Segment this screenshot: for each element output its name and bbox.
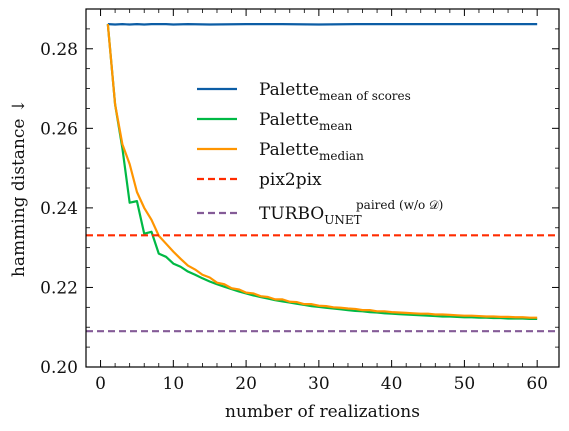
x-tick-label: 40 (381, 374, 403, 394)
series-layer (86, 23, 559, 333)
x-tick-label: 50 (454, 374, 476, 394)
x-axis-label: number of realizations (225, 402, 420, 422)
legend-entry-0: Palettemean of scores (259, 80, 411, 103)
x-tick-label: 60 (526, 374, 548, 394)
y-tick-label: 0.20 (40, 358, 78, 378)
legend-entry-3: pix2pix (259, 170, 322, 190)
series-line-1 (106, 24, 538, 320)
x-tick-label: 10 (163, 374, 185, 394)
y-axis-label: hamming distance ↓ (9, 99, 29, 277)
legend-entry-2: Palettemedian (259, 140, 364, 163)
ticks-layer: 0 10 20 30 40 50 60 0.20 0.22 0.24 0.26 0.28 (40, 9, 559, 394)
y-tick-label: 0.24 (40, 199, 78, 219)
x-tick-label: 20 (235, 374, 257, 394)
legend-superscript-4: paired (w/o 𝒟) (356, 198, 443, 212)
y-tick-label: 0.26 (40, 119, 78, 139)
series-line-2 (106, 24, 538, 319)
legend-entry-4: TURBOUNET (259, 204, 362, 227)
x-tick-label: 30 (308, 374, 330, 394)
legend-entry-1: Palettemean (259, 110, 353, 133)
x-tick-label: 0 (95, 374, 106, 394)
y-tick-label: 0.28 (40, 40, 78, 60)
legend: Palettemean of scores Palettemean Palettem… (197, 80, 443, 227)
y-tick-label: 0.22 (40, 278, 78, 298)
